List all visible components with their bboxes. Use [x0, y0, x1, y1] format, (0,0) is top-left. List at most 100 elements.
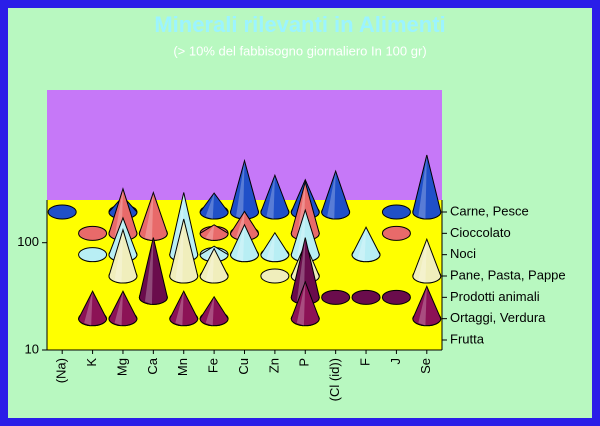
cone	[108, 227, 138, 284]
cone-shade	[296, 281, 306, 326]
cone-body	[260, 231, 290, 263]
cone-shade	[418, 154, 427, 219]
cone	[138, 237, 168, 305]
legend-label: Carne, Pesce	[450, 203, 529, 218]
cone-shade	[266, 232, 275, 262]
cone-body	[199, 295, 229, 327]
cone-base	[381, 225, 411, 241]
cone-body	[199, 247, 229, 284]
cone-base	[321, 289, 351, 305]
cone	[108, 290, 138, 327]
cone-shade	[236, 160, 245, 219]
cone	[381, 204, 411, 220]
cone-body	[199, 224, 229, 241]
legend-label: Noci	[450, 246, 476, 261]
cone-base	[351, 289, 381, 305]
cone-base	[381, 204, 411, 220]
x-tick-label: (Na)	[54, 358, 69, 383]
cone	[381, 225, 411, 241]
cone-shade	[84, 291, 93, 326]
cone	[47, 204, 77, 220]
cone-shade	[327, 171, 336, 219]
cone	[321, 169, 351, 220]
cone-base	[78, 225, 108, 241]
cone	[412, 237, 442, 284]
x-tick-label: P	[297, 358, 312, 367]
cone-body	[78, 290, 108, 327]
cone	[351, 226, 381, 263]
cone	[199, 295, 229, 327]
cone	[78, 225, 108, 241]
cone-body	[199, 192, 229, 220]
cone-shade	[175, 291, 184, 326]
cone-shade	[205, 224, 215, 241]
cone-shade	[205, 193, 215, 219]
cone-body	[138, 190, 168, 241]
cone-body	[229, 223, 260, 263]
cone	[260, 231, 290, 263]
cone-base	[47, 204, 77, 220]
cone	[199, 224, 229, 241]
cone	[260, 268, 290, 284]
cone	[138, 190, 168, 241]
cone	[78, 290, 108, 327]
legend-label: Prodotti animali	[450, 289, 540, 304]
cone	[260, 173, 290, 220]
x-tick-label: Cu	[236, 358, 251, 375]
chart-title: Minerali rilevanti in Alimenti	[154, 12, 445, 37]
cone	[351, 289, 381, 305]
cone	[199, 247, 229, 284]
cone-body	[108, 290, 138, 327]
cone-shade	[144, 237, 154, 305]
cone	[412, 154, 442, 220]
cone-shade	[114, 229, 123, 283]
legend-label: Frutta	[450, 331, 485, 346]
cone	[169, 290, 199, 327]
legend-label: Cioccolato	[450, 225, 511, 240]
legend-label: Ortaggi, Verdura	[450, 310, 546, 325]
y-tick-label: 10	[25, 341, 39, 356]
cone-body	[321, 169, 351, 220]
cone	[412, 285, 442, 327]
cone	[78, 247, 108, 263]
cone-body	[260, 173, 290, 220]
x-tick-label: Mn	[175, 358, 190, 376]
cone	[381, 289, 411, 305]
cone-shade	[357, 227, 367, 262]
x-tick-label: Ca	[145, 357, 160, 374]
chart-subtitle: (> 10% del fabbisogno giornaliero In 100…	[173, 43, 426, 58]
cone-base	[78, 247, 108, 263]
cone-base	[381, 289, 411, 305]
cone-body	[138, 237, 168, 305]
legend-label: Pane, Pasta, Pappe	[450, 267, 566, 282]
cone-body	[290, 280, 320, 327]
x-tick-label: Se	[418, 358, 433, 374]
cone-shade	[205, 248, 215, 283]
cone-shade	[418, 286, 427, 326]
cone	[169, 218, 199, 284]
cone-body	[412, 237, 442, 284]
cone-base	[260, 268, 290, 284]
cone-shade	[266, 175, 275, 219]
cone-shade	[175, 218, 184, 283]
cone-shade	[205, 296, 215, 326]
cone-body	[412, 285, 442, 327]
cone	[290, 280, 320, 327]
x-tick-label: F	[357, 358, 372, 366]
cone	[229, 223, 260, 263]
cone-body	[108, 227, 138, 284]
cone-shade	[144, 192, 154, 241]
cone-body	[351, 226, 381, 263]
cone-shade	[236, 224, 245, 262]
x-tick-label: K	[84, 358, 99, 367]
x-tick-label: Mg	[114, 358, 129, 376]
cone-shade	[418, 239, 427, 283]
x-tick-label: (Cl (id))	[327, 358, 342, 401]
cone	[199, 192, 229, 220]
cone-shade	[114, 291, 123, 326]
cone-body	[169, 290, 199, 327]
cone-body	[169, 218, 199, 284]
x-tick-label: Fe	[206, 358, 221, 373]
y-tick-label: 100	[17, 234, 39, 249]
